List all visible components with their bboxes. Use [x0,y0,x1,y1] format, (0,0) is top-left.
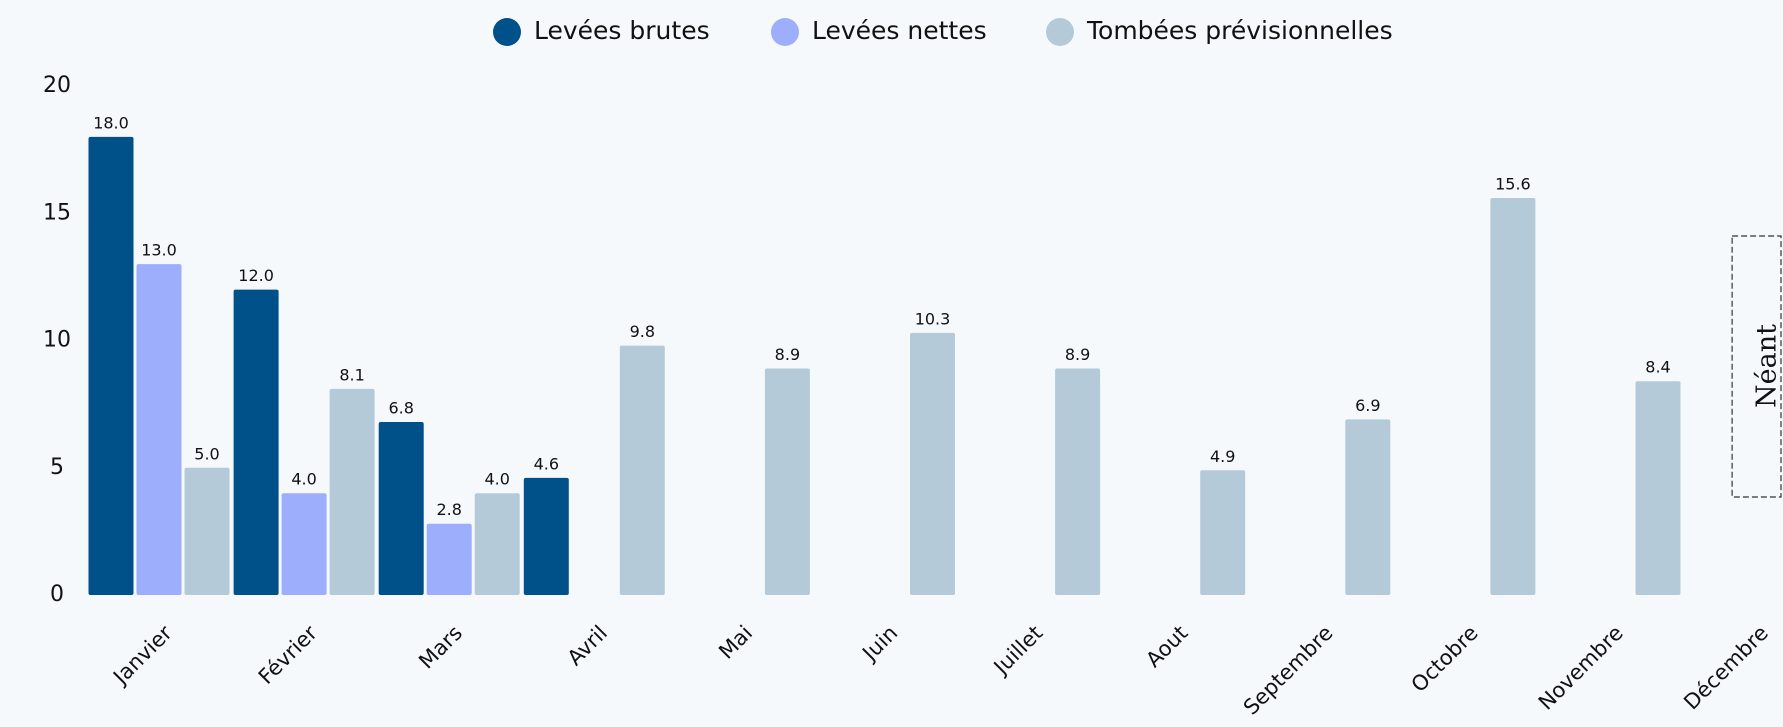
y-tick-label: 15 [43,200,71,225]
value-label: 5.0 [194,444,219,463]
bar [88,136,134,595]
bar [1345,419,1391,595]
annotation-text: Néant [1752,324,1783,408]
x-tick-label: Juillet [988,621,1048,681]
value-label: 12.0 [238,266,274,285]
x-tick-label: Février [254,621,322,689]
bar [378,421,424,595]
y-tick-label: 0 [50,582,64,607]
bar [619,345,665,595]
value-label: 8.4 [1645,358,1670,377]
value-label: 6.8 [388,398,413,417]
x-tick-label: Juin [857,621,903,667]
bar [910,332,955,595]
x-tick-label: Novembre [1534,621,1628,715]
legend-label: Tombées prévisionnelles [1086,16,1393,45]
value-label: 4.9 [1210,447,1235,466]
bar [426,523,472,595]
bar [1200,470,1246,595]
value-label: 4.0 [484,470,509,489]
value-label: 8.9 [775,345,800,364]
bar [281,493,327,595]
legend-swatch [1046,18,1074,46]
x-tick-label: Janvier [107,621,177,691]
bar [184,467,230,595]
value-label: 10.3 [915,309,951,328]
annotation-box [1731,235,1782,498]
x-tick-label: Septembre [1239,621,1338,720]
legend-label: Levées nettes [812,16,987,45]
value-label: 9.8 [630,322,655,341]
bar [474,493,520,595]
legend-swatch [771,18,799,46]
bar [136,264,182,595]
legend-label: Levées brutes [534,16,710,45]
value-label: 15.6 [1495,174,1531,193]
bar [764,368,810,595]
legend-swatch [493,18,521,46]
value-label: 8.9 [1065,345,1090,364]
value-label: 18.0 [93,113,129,132]
x-tick-label: Décembre [1679,621,1773,715]
value-label: 4.6 [534,454,559,473]
bar [1635,381,1681,595]
bar [523,477,569,595]
x-tick-label: Avril [563,621,612,670]
x-tick-label: Octobre [1407,621,1483,697]
value-label: 13.0 [141,241,177,260]
value-label: 4.0 [291,470,316,489]
bar [1055,368,1101,595]
x-tick-label: Mars [414,621,467,674]
value-label: 6.9 [1355,396,1380,415]
x-tick-label: Aout [1141,621,1192,672]
y-tick-label: 5 [50,455,64,480]
x-tick-label: Mai [714,621,757,664]
value-label: 2.8 [436,500,461,519]
bar [233,289,279,595]
value-label: 8.1 [339,365,364,384]
bar [329,388,375,595]
y-tick-label: 20 [43,73,71,98]
y-tick-label: 10 [43,328,71,353]
bar [1490,197,1536,596]
